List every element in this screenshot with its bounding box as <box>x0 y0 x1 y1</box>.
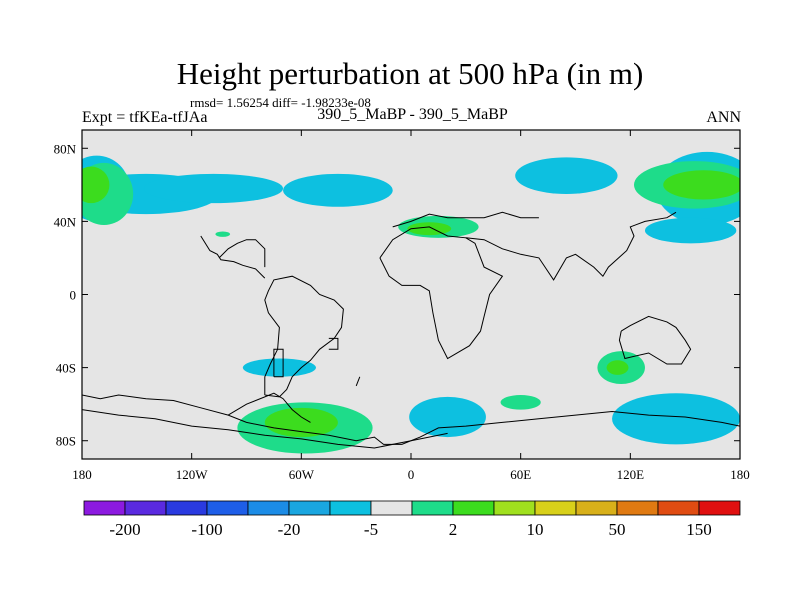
coastline-1 <box>82 409 448 449</box>
colorbar-label-4: 2 <box>449 520 458 539</box>
contour-region-18 <box>663 170 740 200</box>
contour-region-20 <box>264 407 338 438</box>
colorbar-swatch-13 <box>616 500 659 516</box>
colorbar-swatch-0 <box>83 500 126 516</box>
colorbar-swatch-11 <box>534 500 577 516</box>
chart-title: Height perturbation at 500 hPa (in m) <box>176 56 644 91</box>
y-tick-label-2: 0 <box>70 288 77 303</box>
colorbar-label-1: -100 <box>191 520 222 539</box>
colorbar-label-5: 10 <box>527 520 544 539</box>
colorbar-swatch-4 <box>247 500 290 516</box>
contour-region-15 <box>500 395 541 410</box>
colorbar-label-3: -5 <box>364 520 378 539</box>
colorbar-label-7: 150 <box>686 520 712 539</box>
contour-region-3 <box>515 157 618 194</box>
experiment-label: Expt = tfKEa-tfJAa <box>82 109 208 126</box>
coastline-3 <box>264 275 344 398</box>
contour-region-2 <box>283 173 393 207</box>
coastline-12 <box>218 239 266 268</box>
colorbar-swatch-8 <box>411 500 454 516</box>
contour-region-7 <box>242 358 316 377</box>
contour-region-21 <box>606 360 629 375</box>
colorbar-swatch-15 <box>698 500 741 516</box>
case-label: 390_5_MaBP - 390_5_MaBP <box>317 106 508 123</box>
y-tick-label-1: 40N <box>54 214 77 229</box>
colorbar-swatch-14 <box>657 500 700 516</box>
contour-region-1 <box>144 173 284 204</box>
colorbar-swatch-2 <box>165 500 208 516</box>
stats-text: rmsd= 1.56254 diff= -1.98233e-08 <box>190 95 371 110</box>
coastline-2 <box>227 392 311 423</box>
x-tick-label-6: 180 <box>730 467 750 482</box>
x-tick-label-1: 120W <box>176 467 209 482</box>
x-tick-label-5: 120E <box>617 467 645 482</box>
x-tick-label-3: 0 <box>408 467 415 482</box>
contour-region-8 <box>409 396 486 438</box>
coastline-0 <box>82 394 740 445</box>
colorbar-swatch-5 <box>288 500 331 516</box>
coastline-8 <box>200 235 266 279</box>
y-tick-label-0: 80N <box>54 141 77 156</box>
coastline-11 <box>328 337 339 350</box>
coastline-10 <box>273 348 284 378</box>
x-tick-label-4: 60E <box>510 467 531 482</box>
contour-region-6 <box>644 217 737 244</box>
season-label: ANN <box>706 109 741 126</box>
contour-region-9 <box>612 393 740 445</box>
contour-region-16 <box>215 231 231 237</box>
y-tick-label-3: 40S <box>56 361 76 376</box>
colorbar-swatch-1 <box>124 500 167 516</box>
colorbar-label-6: 50 <box>609 520 626 539</box>
coastline-9 <box>355 376 361 387</box>
colorbar-swatch-9 <box>452 500 495 516</box>
contour-region-17 <box>82 166 110 204</box>
coastline-5 <box>465 211 677 281</box>
colorbar-swatch-12 <box>575 500 618 516</box>
coastline-7 <box>392 211 539 228</box>
x-tick-label-2: 60W <box>289 467 315 482</box>
x-tick-label-0: 180 <box>72 467 92 482</box>
colorbar-swatch-6 <box>329 500 372 516</box>
coastline-4 <box>379 226 504 360</box>
colorbar-label-0: -200 <box>109 520 140 539</box>
colorbar-label-2: -20 <box>278 520 301 539</box>
coastline-6 <box>618 315 692 365</box>
colorbar-swatch-10 <box>493 500 536 516</box>
y-tick-label-4: 80S <box>56 434 76 449</box>
colorbar-swatch-7 <box>370 500 413 516</box>
colorbar-swatch-3 <box>206 500 249 516</box>
